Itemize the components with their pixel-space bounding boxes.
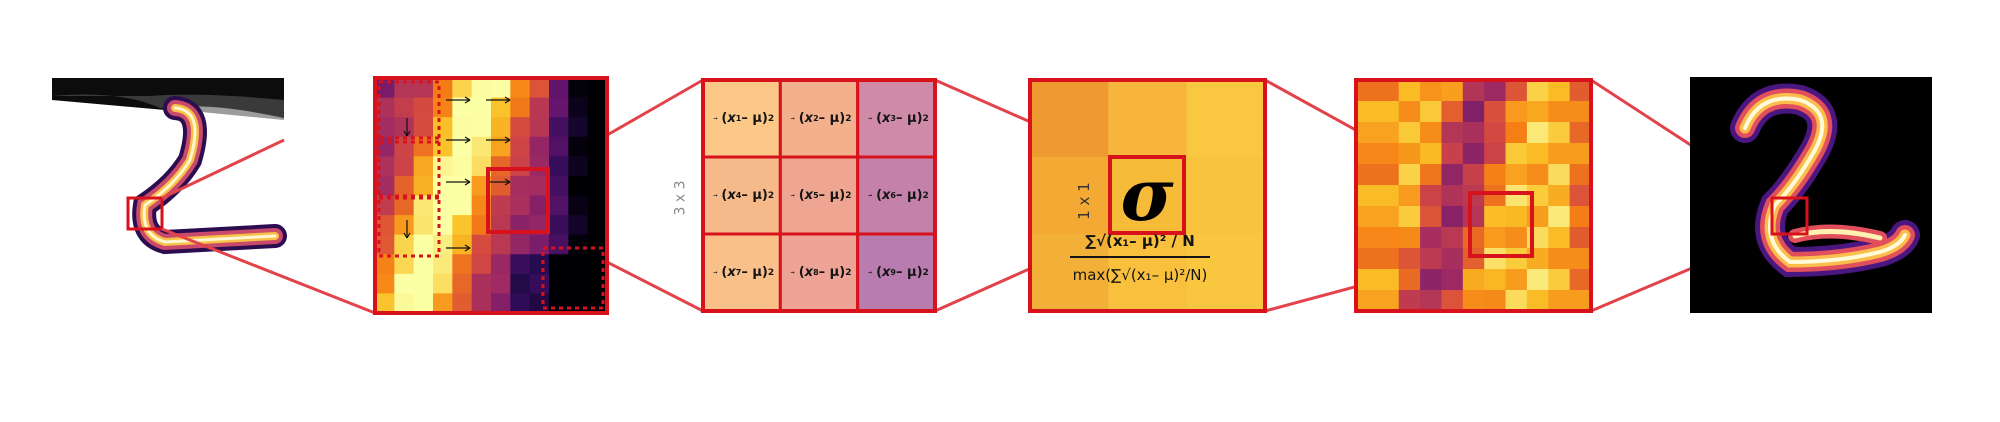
variance-term-4: →(x 4– μ) 2 (713, 188, 775, 203)
normalization-panel (1028, 78, 1267, 313)
sigma-box (1108, 155, 1186, 235)
feature-map-panel (373, 76, 609, 315)
uncertainty-map-panel (1354, 78, 1593, 313)
formula-numerator: ∑√(x₁– μ)² / N (1085, 232, 1195, 250)
variance-term-2: →(x 2– μ) 2 (790, 111, 852, 126)
input-digit-image (52, 78, 287, 313)
variance-term-8: →(x 8– μ) 2 (790, 265, 852, 280)
variance-term-3: →(x 3– μ) 2 (867, 111, 929, 126)
output-focus-box (1770, 196, 1809, 236)
formula-denominator: max(∑√(x₁– μ)²/N) (1072, 266, 1208, 284)
uncertainty-focus-box (1468, 191, 1534, 258)
variance-grid-panel (701, 78, 937, 313)
pointwise-size-label: 1 x 1 (1074, 182, 1093, 220)
variance-term-9: →(x 9– μ) 2 (867, 265, 929, 280)
variance-term-6: →(x 6– μ) 2 (867, 188, 929, 203)
input-focus-box (126, 196, 164, 231)
feature-map-frame (373, 76, 609, 315)
fraction-bar (1070, 256, 1210, 258)
variance-term-7: →(x 7– μ) 2 (713, 265, 775, 280)
kernel-size-label: 3 x 3 (672, 180, 689, 216)
feature-map-focus-box (486, 167, 550, 234)
output-digit-image (1690, 77, 1932, 313)
variance-term-1: →(x 1– μ) 2 (713, 111, 775, 126)
variance-terms-grid: →(x 1– μ) 2 →(x 2– μ) 2 →(x 3– μ) 2 →(x 4– μ) 2 →(x 5… (703, 80, 935, 311)
sigma-symbol: σ (1120, 152, 1174, 237)
variance-term-5: →(x 5– μ) 2 (790, 188, 852, 203)
normalization-formula: ∑√(x₁– μ)² / N max(∑√(x₁– μ)²/N) (1040, 232, 1240, 284)
